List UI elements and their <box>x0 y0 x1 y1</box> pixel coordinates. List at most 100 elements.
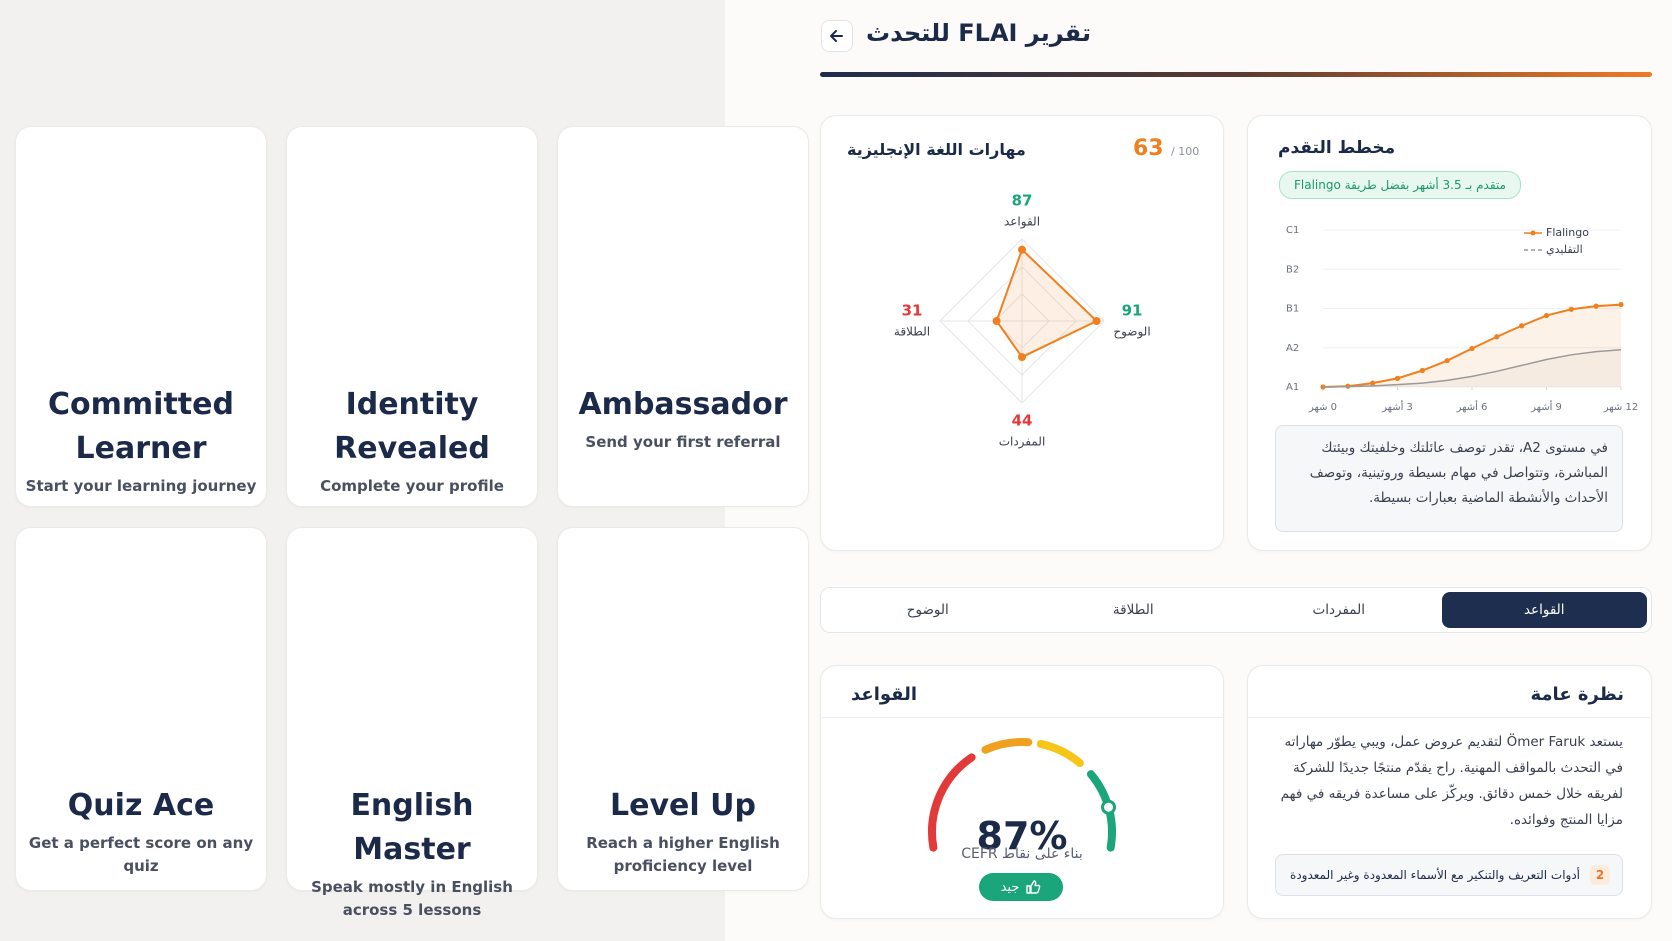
overview-card: نظرة عامة يستعد Ömer Faruk لتقديم عروض ع… <box>1247 665 1652 919</box>
grammar-card: القواعد 87% بناء على نقاط CEFR جيد <box>820 665 1224 919</box>
badge-description: Send your first referral <box>585 433 781 451</box>
gauge-segment <box>928 753 976 852</box>
skills-score: 63 <box>1133 136 1164 161</box>
radar-label: المفردات <box>999 435 1046 450</box>
x-tick-label: 0 شهر <box>1308 402 1337 413</box>
x-tick-label: 12 شهر <box>1603 402 1638 413</box>
series-point <box>1593 303 1599 309</box>
tab[interactable]: الطلاقة <box>1112 602 1154 618</box>
skills-card: مهارات اللغة الإنجليزية 63 / 100 87 القوا… <box>820 115 1224 551</box>
gauge-marker <box>1101 799 1117 815</box>
radar-point <box>1092 317 1101 325</box>
skills-score-max: / 100 <box>1171 145 1200 158</box>
gauge-caption: بناء على نقاط CEFR <box>961 846 1083 862</box>
x-tick-label: 9 أشهر <box>1530 400 1562 413</box>
series-point <box>1394 375 1401 381</box>
legend-label: Flalingo <box>1546 226 1589 239</box>
y-tick-label: B1 <box>1286 304 1299 315</box>
badge-title: Committed Learner Start your learning jou… <box>22 383 260 498</box>
tab-bar: القواعد المفردات الطلاقة الوضوح <box>820 587 1652 633</box>
series-point <box>1370 380 1376 386</box>
y-tick-label: A1 <box>1286 382 1299 393</box>
badge-card: Identity Revealed Complete your profile <box>286 126 538 507</box>
item-text: أدوات التعريف والتنكير مع الأسماء المعدو… <box>1290 868 1580 882</box>
radar-label: الطلاقة <box>894 325 930 339</box>
badge-description: Complete your profile <box>320 477 504 495</box>
radar-point <box>1018 353 1026 362</box>
overview-title: نظرة عامة <box>1530 684 1625 705</box>
x-tick-label: 3 أشهر <box>1381 400 1413 413</box>
progress-badge: متقدم بـ 3.5 أشهر بفضل طريقة Flalingo <box>1279 171 1521 199</box>
x-tick-label: 6 أشهر <box>1456 400 1488 413</box>
radar-point <box>992 317 1001 325</box>
grammar-title: القواعد <box>851 684 918 705</box>
badge-card: Level Up Reach a higher English proficien… <box>557 527 809 891</box>
series-area <box>1323 349 1621 387</box>
badge-description: Get a perfect score on any quiz <box>28 834 254 875</box>
rating-text: جيد <box>1000 879 1020 895</box>
back-button[interactable] <box>821 20 853 52</box>
progress-title: مخطط التقدم <box>1278 138 1396 158</box>
tab[interactable]: المفردات <box>1312 602 1365 618</box>
gauge-chart <box>928 738 1117 852</box>
radar-value: 31 <box>902 302 923 320</box>
badges-panel: Committed Learner Start your learning jou… <box>0 0 809 941</box>
series-point <box>1469 345 1475 352</box>
skills-title: مهارات اللغة الإنجليزية <box>847 140 1026 159</box>
radar-area <box>995 247 1099 359</box>
overview-text: يستعد Ömer Faruk لتقديم عروض عمل، ويبي ي… <box>1280 734 1623 828</box>
series-line <box>1322 348 1622 388</box>
legend-marker <box>1530 230 1536 236</box>
series-point <box>1419 367 1425 374</box>
badge-name: Quiz Ace <box>67 788 215 823</box>
badge-description: Reach a higher English proficiency level <box>586 834 780 875</box>
badge-name: Ambassador <box>578 387 788 422</box>
series-point <box>1543 312 1550 319</box>
radar-value: 91 <box>1122 302 1143 320</box>
badge-card: Quiz Ace Get a perfect score on any quiz <box>15 527 267 891</box>
badge-card: Committed Learner Start your learning jou… <box>15 126 267 507</box>
series-point <box>1568 306 1574 312</box>
badge-name: Identity Revealed <box>334 387 490 466</box>
gauge-segment <box>981 738 1033 754</box>
badge-description: Start your learning journey <box>25 477 257 495</box>
badge-description: Speak mostly in English across 5 lessons <box>311 878 513 919</box>
back-icon <box>830 30 843 42</box>
badge-card: Ambassador Send your first referral <box>557 126 809 507</box>
badge-title: English Master Speak mostly in English ac… <box>293 784 531 922</box>
series-area <box>1323 304 1621 387</box>
y-tick-label: C1 <box>1286 225 1299 236</box>
radar-chart: 87 القواعد 91 الوضوح 44 المفردات 31 الطلاقة <box>894 192 1151 450</box>
radar-point <box>1018 245 1026 254</box>
thumbs-icon <box>1026 880 1041 894</box>
y-tick-label: A2 <box>1286 343 1299 354</box>
report-title: تقرير FLAI للتحدث <box>866 19 1091 47</box>
radar-label: الوضوح <box>1113 325 1150 340</box>
separator <box>1248 717 1651 718</box>
tab[interactable]: الوضوح <box>906 602 949 618</box>
y-tick-label: B2 <box>1286 264 1299 275</box>
badge-name: Committed Learner <box>48 387 234 466</box>
radar-value: 87 <box>1012 192 1033 210</box>
badge-title: Level Up Reach a higher English proficien… <box>564 784 802 878</box>
progress-card: مخطط التقدم متقدم بـ 3.5 أشهر بفضل طريقة… <box>1247 115 1652 551</box>
series-point <box>1494 334 1500 340</box>
progress-rule <box>820 72 1652 77</box>
rating-pill: جيد <box>979 873 1063 901</box>
badge-name: English Master <box>350 788 474 867</box>
series-point <box>1444 358 1450 364</box>
level-description: في مستوى A2، تقدر توصف عائلتك وخلفيتك وب… <box>1275 425 1623 532</box>
badge-title: Quiz Ace Get a perfect score on any quiz <box>22 784 260 878</box>
radar-label: القواعد <box>1004 215 1040 230</box>
radar-value: 44 <box>1012 412 1033 430</box>
separator <box>821 717 1223 718</box>
badge-title: Ambassador Send your first referral <box>564 383 802 454</box>
badge-card: English Master Speak mostly in English ac… <box>286 527 538 919</box>
series-point <box>1618 301 1624 308</box>
series-point <box>1519 323 1525 329</box>
line-chart: A1 A2 B1 B2 C1 0 شهر 3 أشهر 6 أشهر 9 أشهر 12 شهر F… <box>1286 225 1638 413</box>
badge-title: Identity Revealed Complete your profile <box>293 383 531 498</box>
overview-items: 2 أدوات التعريف والتنكير مع الأسماء المعد… <box>1275 854 1623 902</box>
tab[interactable]: القواعد <box>1441 592 1647 628</box>
